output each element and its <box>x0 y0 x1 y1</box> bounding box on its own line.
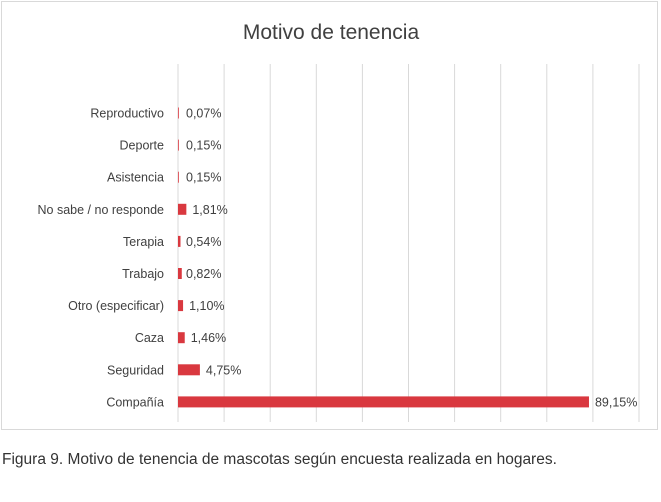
data-label: 1,10% <box>189 299 224 313</box>
data-label: 4,75% <box>206 363 241 377</box>
bar-otro-especificar <box>178 300 184 312</box>
data-label: 1,46% <box>191 331 226 345</box>
data-label: 0,15% <box>186 171 221 185</box>
bar-caza <box>178 332 185 344</box>
category-label: Asistencia <box>107 171 164 185</box>
bars <box>178 107 589 408</box>
bar-no-sabe-no-responde <box>178 203 187 215</box>
bar-seguridad <box>178 364 200 376</box>
bar-terapia <box>178 235 181 247</box>
data-label: 0,54% <box>186 235 221 249</box>
data-label: 0,15% <box>186 139 221 153</box>
category-label: Reproductivo <box>90 107 164 121</box>
category-label: Seguridad <box>107 363 164 377</box>
bar-asistencia <box>178 171 179 183</box>
gridlines <box>177 64 640 422</box>
data-label: 89,15% <box>595 395 637 409</box>
chart-frame: Motivo de tenencia Reproductivo 0,07% Depo… <box>1 1 658 430</box>
chart-title: Motivo de tenencia <box>243 21 420 44</box>
category-label: No sabe / no responde <box>38 203 165 217</box>
category-label: Terapia <box>123 235 164 249</box>
data-label: 0,82% <box>186 267 221 281</box>
category-label: Otro (especificar) <box>68 299 164 313</box>
category-label: Trabajo <box>122 267 164 281</box>
bar-compañ-a <box>178 396 589 408</box>
data-label: 1,81% <box>192 203 227 217</box>
figure-caption: Figura 9. Motivo de tenencia de mascotas… <box>2 451 557 468</box>
category-label: Deporte <box>120 139 165 153</box>
data-label: 0,07% <box>186 107 221 121</box>
bar-chart: Motivo de tenencia Reproductivo 0,07% Depo… <box>38 21 640 422</box>
labels: Reproductivo 0,07% Deporte 0,15% Asistencia 0… <box>38 107 638 410</box>
bar-trabajo <box>178 268 182 279</box>
category-label: Caza <box>135 331 164 345</box>
bar-deporte <box>178 139 179 151</box>
category-label: Compañía <box>106 395 164 409</box>
bar-reproductivo <box>178 107 179 119</box>
